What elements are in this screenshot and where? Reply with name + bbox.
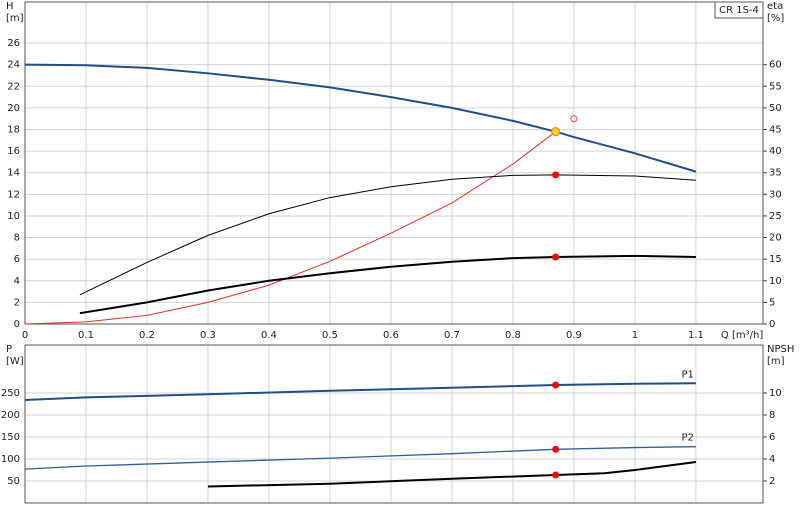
y2-tick-label: 2	[769, 476, 775, 487]
x-tick-label: 0.7	[444, 330, 460, 341]
y-tick-label: 8	[14, 233, 20, 244]
y-tick-label: 4	[14, 276, 20, 287]
x-axis-label: Q [m³/h]	[721, 330, 763, 341]
y2-tick-label: 35	[769, 168, 782, 179]
y2-tick-label: 50	[769, 103, 782, 114]
duty-point	[551, 127, 561, 137]
y-tick-label: 2	[14, 297, 20, 308]
y-tick-label: 6	[14, 254, 20, 265]
y2-tick-label: 25	[769, 211, 782, 222]
curve	[24, 446, 696, 470]
y2-axis-label: [%]	[767, 13, 784, 24]
y2-axis-label: NPSH	[767, 344, 794, 355]
y-tick-label: 150	[1, 432, 20, 443]
y2-tick-label: 0	[769, 319, 775, 330]
y2-tick-label: 45	[769, 125, 782, 136]
series-label: P1	[682, 369, 694, 380]
chart-title: CR 1S-4	[719, 5, 759, 16]
point	[570, 115, 578, 123]
point	[552, 171, 560, 179]
y-tick-label: 100	[1, 454, 20, 465]
point	[552, 471, 560, 479]
x-tick-label: 0	[22, 330, 28, 341]
curve	[79, 174, 696, 296]
y-tick-label: 10	[7, 211, 20, 222]
x-tick-label: 0.5	[322, 330, 338, 341]
y-tick-label: 50	[7, 476, 20, 487]
x-tick-label: 0.4	[261, 330, 277, 341]
x-tick-label: 1.1	[688, 330, 704, 341]
y-axis-label: H	[6, 1, 14, 12]
plot-frame	[24, 344, 764, 504]
point	[552, 445, 560, 453]
y-tick-label: 200	[1, 410, 20, 421]
curve	[24, 131, 556, 325]
title-box	[714, 1, 764, 19]
y2-tick-label: 10	[769, 388, 782, 399]
x-tick-label: 0.9	[566, 330, 582, 341]
y-tick-label: 24	[7, 60, 20, 71]
x-tick-label: 1	[632, 330, 638, 341]
y2-axis-label: eta	[767, 1, 783, 12]
y-axis-label: [m]	[6, 13, 24, 24]
point	[552, 253, 560, 261]
x-tick-label: 0.8	[505, 330, 521, 341]
plot-frame	[24, 1, 764, 325]
point	[552, 381, 560, 389]
curve	[24, 63, 697, 173]
x-tick-label: 0.1	[78, 330, 94, 341]
y-tick-label: 20	[7, 103, 20, 114]
y-tick-label: 0	[14, 319, 20, 330]
y2-tick-label: 15	[769, 254, 782, 265]
y2-tick-label: 20	[769, 233, 782, 244]
x-tick-label: 0.6	[383, 330, 399, 341]
y-tick-label: 22	[7, 81, 20, 92]
y-tick-label: 26	[7, 38, 20, 49]
y-axis-label: P	[6, 344, 12, 355]
y2-tick-label: 30	[769, 189, 782, 200]
y2-tick-label: 4	[769, 454, 775, 465]
y-tick-label: 14	[7, 168, 20, 179]
y-axis-label: [W]	[6, 356, 24, 367]
y2-tick-label: 5	[769, 297, 775, 308]
y-tick-label: 16	[7, 146, 20, 157]
y2-tick-label: 6	[769, 432, 775, 443]
y2-tick-label: 10	[769, 276, 782, 287]
x-tick-label: 0.2	[139, 330, 155, 341]
curve	[24, 382, 696, 402]
y2-axis-label: [m]	[767, 356, 785, 367]
x-tick-label: 0.3	[200, 330, 216, 341]
y-tick-label: 18	[7, 125, 20, 136]
y2-tick-label: 8	[769, 410, 775, 421]
y2-tick-label: 60	[769, 60, 782, 71]
series-label: P2	[682, 433, 694, 444]
curve	[79, 254, 696, 315]
y-tick-label: 250	[1, 388, 20, 399]
y2-tick-label: 55	[769, 81, 782, 92]
y2-tick-label: 40	[769, 146, 782, 157]
y-tick-label: 12	[7, 189, 20, 200]
